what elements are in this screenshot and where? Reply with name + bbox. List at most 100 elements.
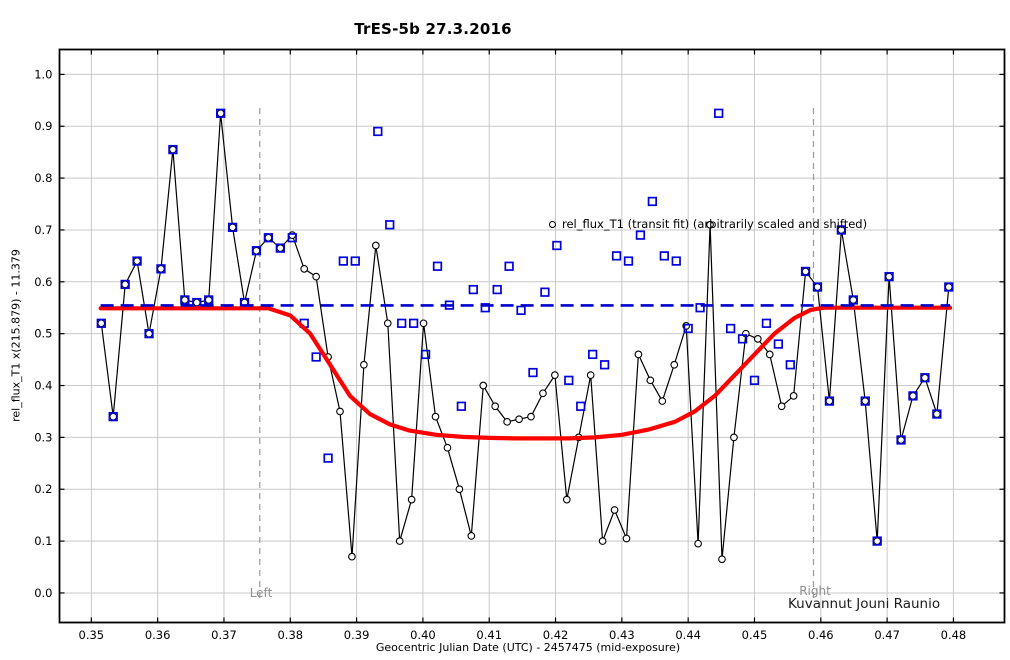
flux-point-circle bbox=[204, 296, 213, 304]
x-tick-label: 0.41 bbox=[476, 628, 502, 642]
x-tick-label: 0.48 bbox=[941, 628, 967, 642]
square-point bbox=[725, 323, 736, 334]
square-point bbox=[552, 240, 562, 251]
square-point bbox=[749, 375, 760, 385]
flux-point-circle bbox=[443, 443, 452, 452]
square-point bbox=[456, 401, 467, 411]
flux-point-circle bbox=[706, 220, 714, 229]
flux-point-circle bbox=[395, 537, 404, 545]
flux-point-circle bbox=[431, 412, 440, 421]
square-point bbox=[812, 282, 823, 292]
flux-point-circle bbox=[646, 376, 655, 385]
flux-point-circle bbox=[622, 534, 631, 543]
y-tick-label: 0.7 bbox=[34, 223, 52, 237]
flux-point-circle bbox=[192, 298, 201, 307]
square-point bbox=[144, 329, 154, 339]
square-point bbox=[275, 243, 285, 253]
square-point bbox=[96, 318, 106, 328]
square-point bbox=[287, 233, 297, 243]
x-tick-label: 0.35 bbox=[79, 628, 105, 642]
square-point bbox=[516, 305, 526, 315]
square-point bbox=[737, 334, 748, 344]
legend-label: rel_flux_T1 (transit fit) (arbitrarily s… bbox=[562, 217, 868, 231]
flux-point-circle bbox=[658, 397, 667, 405]
flux-point-circle bbox=[825, 397, 834, 405]
square-point bbox=[773, 339, 784, 349]
square-point bbox=[263, 233, 274, 243]
flux-point-circle bbox=[300, 264, 309, 273]
square-point bbox=[492, 284, 502, 295]
flux-point-circle bbox=[348, 552, 356, 561]
flux-point-circle bbox=[551, 371, 559, 380]
flux-point-circle bbox=[933, 410, 941, 418]
flux-point-circle bbox=[539, 389, 547, 398]
y-tick-label: 0.2 bbox=[34, 482, 52, 496]
square-point bbox=[659, 251, 669, 261]
square-point bbox=[108, 411, 118, 422]
square-point bbox=[576, 401, 586, 411]
square-point bbox=[168, 144, 178, 155]
square-point bbox=[504, 261, 514, 271]
y-tick-label: 0.5 bbox=[34, 327, 52, 341]
y-tick-label: 0.4 bbox=[34, 379, 52, 393]
flux-point-circle bbox=[336, 407, 344, 416]
square-point bbox=[432, 261, 443, 271]
square-point bbox=[884, 271, 894, 282]
flux-point-circle bbox=[491, 402, 500, 411]
y-tick-label: 0.0 bbox=[34, 586, 52, 600]
square-point bbox=[908, 391, 918, 401]
flux-point-circle bbox=[789, 392, 798, 400]
x-tick-label: 0.39 bbox=[344, 628, 370, 642]
square-point bbox=[647, 196, 658, 207]
square-point bbox=[350, 256, 360, 266]
y-axis-label: rel_flux_T1 x(215.879) - 11.379 bbox=[9, 249, 23, 422]
square-point bbox=[611, 251, 622, 261]
square-point bbox=[468, 284, 478, 295]
flux-point-circle bbox=[419, 319, 428, 328]
chart-title: TrES-5b 27.3.2016 bbox=[354, 20, 512, 38]
flux-point-circle bbox=[467, 532, 476, 540]
flux-point-circle bbox=[718, 555, 726, 564]
flux-point-circle bbox=[634, 350, 643, 359]
legend: rel_flux_T1 (transit fit) (arbitrarily s… bbox=[549, 217, 867, 231]
flux-point-circle bbox=[455, 485, 464, 494]
flux-point-circle bbox=[360, 360, 368, 369]
square-point bbox=[932, 409, 942, 419]
flux-point-circle bbox=[753, 335, 762, 343]
flux-point-circle bbox=[276, 244, 285, 252]
square-point bbox=[896, 435, 906, 445]
square-point bbox=[132, 256, 142, 266]
flux-point-circle bbox=[909, 392, 917, 400]
square-point bbox=[872, 536, 882, 546]
square-point bbox=[227, 222, 238, 233]
y-tick-label: 0.1 bbox=[34, 534, 52, 548]
flux-point-circle bbox=[813, 283, 822, 291]
square-point bbox=[695, 303, 705, 313]
x-tick-label: 0.36 bbox=[145, 628, 171, 642]
y-tick-label: 0.3 bbox=[34, 430, 52, 444]
square-point bbox=[120, 279, 130, 290]
flux-point-circle bbox=[503, 417, 511, 426]
flux-point-circle bbox=[515, 415, 523, 424]
flux-point-circle bbox=[407, 495, 416, 504]
square-point bbox=[836, 225, 847, 235]
square-point bbox=[588, 349, 598, 360]
flux-point-circle bbox=[216, 109, 225, 118]
square-point bbox=[420, 349, 431, 360]
square-point bbox=[528, 367, 538, 378]
x-tick-label: 0.37 bbox=[211, 628, 237, 642]
flux-point-circle bbox=[610, 506, 619, 514]
flux-point-circle bbox=[861, 397, 870, 405]
square-point bbox=[848, 295, 858, 305]
plot-border bbox=[58, 48, 1006, 624]
square-point bbox=[156, 264, 166, 274]
flux-point-circle bbox=[371, 241, 380, 250]
x-tick-label: 0.47 bbox=[874, 628, 900, 642]
square-point bbox=[540, 287, 550, 297]
flux-point-circle bbox=[873, 537, 882, 545]
flux-point-circle bbox=[312, 272, 320, 281]
flux-point-circle bbox=[479, 381, 488, 390]
square-point bbox=[338, 256, 348, 266]
flux-point-circle bbox=[849, 296, 858, 304]
